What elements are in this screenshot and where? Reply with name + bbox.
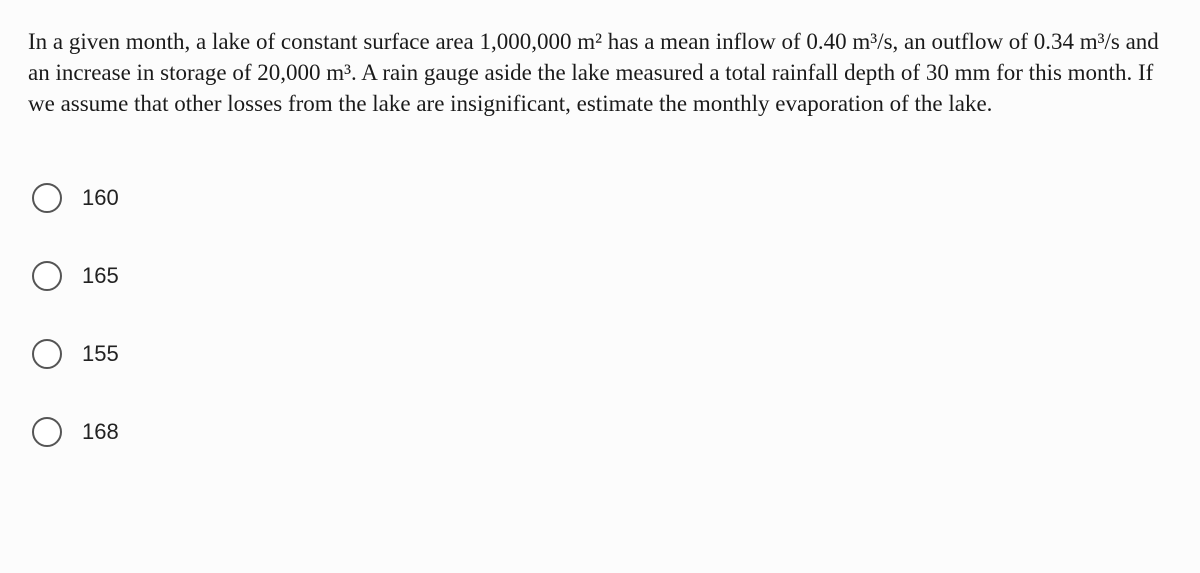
question-text: In a given month, a lake of constant sur… <box>28 26 1172 119</box>
question-page: In a given month, a lake of constant sur… <box>0 0 1200 467</box>
radio-icon[interactable] <box>32 339 62 369</box>
option-label: 160 <box>82 185 119 211</box>
option-label: 168 <box>82 419 119 445</box>
option-1[interactable]: 165 <box>32 261 1172 291</box>
options-list: 160 165 155 168 <box>28 183 1172 447</box>
radio-icon[interactable] <box>32 183 62 213</box>
option-label: 155 <box>82 341 119 367</box>
option-0[interactable]: 160 <box>32 183 1172 213</box>
option-3[interactable]: 168 <box>32 417 1172 447</box>
option-label: 165 <box>82 263 119 289</box>
radio-icon[interactable] <box>32 261 62 291</box>
option-2[interactable]: 155 <box>32 339 1172 369</box>
radio-icon[interactable] <box>32 417 62 447</box>
